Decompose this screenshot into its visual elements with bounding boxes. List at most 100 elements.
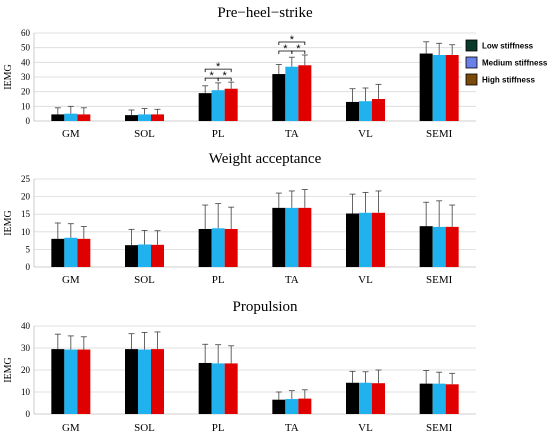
x-tick-label: SOL — [134, 128, 155, 140]
bar — [359, 382, 372, 414]
chart-title: Weight acceptance — [209, 151, 322, 167]
bar — [151, 244, 164, 267]
chart-panel-3: Propulsion IEMG 0 10 20 30 40 GM SOL PL TA VL SEMI — [3, 299, 476, 434]
bar — [125, 115, 138, 121]
legend: Low stiffness Medium stiffness High stiffn… — [462, 36, 548, 88]
legend-swatch — [465, 39, 478, 52]
bar — [419, 226, 433, 267]
bar — [372, 99, 385, 121]
bar — [125, 349, 138, 414]
x-tick-label: SOL — [134, 274, 155, 286]
x-tick-label: PL — [212, 128, 225, 140]
bar — [64, 113, 78, 121]
bar — [432, 226, 446, 267]
y-axis-label: IEMG — [3, 210, 14, 236]
legend-swatch — [465, 56, 478, 69]
y-tick-label: 30 — [21, 72, 31, 82]
x-tick-label: SEMI — [426, 274, 453, 286]
y-tick-label: 5 — [26, 244, 31, 254]
bar — [346, 101, 359, 121]
chart-title: Propulsion — [232, 299, 298, 315]
y-tick-label: 0 — [26, 116, 31, 126]
significance-marker: * — [283, 43, 288, 55]
legend-swatch — [465, 73, 478, 86]
bar — [77, 114, 91, 121]
y-tick-label: 20 — [21, 365, 31, 375]
y-tick-label: 0 — [26, 409, 31, 419]
bar — [224, 88, 238, 121]
bar — [272, 207, 286, 267]
bar — [445, 384, 459, 414]
bar — [151, 114, 164, 121]
x-tick-label: GM — [62, 128, 80, 140]
y-tick-label: 0 — [26, 262, 31, 272]
x-tick-label: PL — [212, 422, 225, 434]
y-tick-label: 15 — [21, 209, 31, 219]
bar — [298, 398, 312, 414]
y-tick-label: 20 — [21, 87, 31, 97]
bar — [138, 349, 151, 414]
x-tick-label: TA — [285, 128, 299, 140]
significance-marker: * — [210, 70, 215, 82]
y-tick-label: 10 — [21, 387, 31, 397]
significance-bracket — [217, 77, 232, 82]
significance-marker: * — [290, 34, 295, 46]
x-tick-label: GM — [62, 422, 80, 434]
bar — [198, 228, 212, 267]
x-tick-label: VL — [358, 274, 373, 286]
x-tick-label: SOL — [134, 422, 155, 434]
bar — [372, 212, 385, 267]
bar — [198, 93, 212, 121]
bar — [151, 349, 164, 414]
y-axis-label: IEMG — [3, 64, 14, 90]
bar — [125, 245, 138, 267]
significance-bracket — [291, 50, 306, 54]
bar — [346, 382, 359, 414]
x-tick-label: VL — [358, 422, 373, 434]
bar — [138, 244, 151, 267]
x-tick-label: VL — [358, 128, 373, 140]
y-axis-label: IEMG — [3, 357, 14, 383]
x-tick-label: TA — [285, 422, 299, 434]
bar — [346, 213, 359, 267]
x-tick-label: SEMI — [426, 422, 453, 434]
bar — [432, 383, 446, 414]
chart-panel-2: Weight acceptance IEMG 0 5 10 15 20 25 GM SOL PL TA… — [3, 151, 476, 286]
bar — [298, 65, 312, 121]
bar — [51, 349, 65, 414]
bar — [272, 399, 286, 414]
y-tick-label: 30 — [21, 343, 31, 353]
significance-bracket — [278, 41, 306, 45]
y-tick-label: 10 — [21, 227, 31, 237]
bar — [211, 90, 225, 121]
significance-marker: * — [223, 70, 228, 82]
bar — [211, 228, 225, 267]
bar — [224, 228, 238, 267]
x-tick-label: SEMI — [426, 128, 453, 140]
bar — [432, 55, 446, 121]
bar — [51, 114, 65, 121]
bar — [419, 53, 433, 121]
x-tick-label: TA — [285, 274, 299, 286]
legend-label: Medium stiffness — [482, 59, 548, 68]
bar — [51, 238, 65, 267]
bar — [298, 207, 312, 267]
y-tick-label: 40 — [21, 57, 31, 67]
bar — [198, 362, 212, 414]
chart-panel-1: Pre−heel−strike IEMG 0 10 20 30 40 50 60 GM SOL PL T… — [3, 5, 476, 140]
bar — [211, 363, 225, 414]
bar — [77, 238, 91, 267]
x-tick-label: PL — [212, 274, 225, 286]
y-tick-label: 60 — [21, 28, 31, 38]
bar — [64, 237, 78, 267]
legend-label: High stiffness — [482, 76, 535, 85]
bar — [419, 383, 433, 414]
bar — [285, 399, 299, 414]
x-tick-label: GM — [62, 274, 80, 286]
chart-title: Pre−heel−strike — [217, 5, 313, 21]
y-tick-label: 50 — [21, 43, 31, 53]
bar — [224, 363, 238, 414]
bar — [285, 207, 299, 267]
bar — [372, 383, 385, 414]
